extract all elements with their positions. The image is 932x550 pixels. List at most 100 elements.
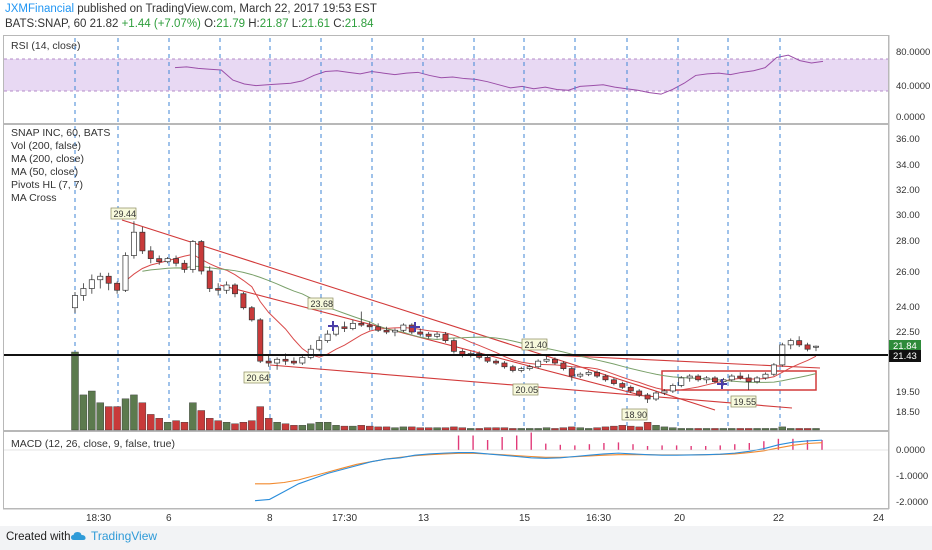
chart-header: JXMFinancial published on TradingView.co…: [5, 2, 377, 32]
volume-bar: [753, 428, 761, 431]
time-label-1630: 16:30: [586, 513, 611, 524]
volume-bar: [458, 427, 467, 431]
volume-bar: [441, 427, 450, 431]
candle-body: [173, 258, 179, 264]
tradingview-link[interactable]: TradingView: [71, 529, 157, 543]
volume-bar: [214, 420, 222, 431]
candle-body: [602, 375, 609, 381]
rsi-line: [174, 54, 824, 95]
legend-ma50: MA (50, close): [11, 166, 78, 178]
time-label-13: 13: [418, 513, 430, 524]
time-label-1730: 17:30: [332, 513, 357, 524]
candle-body: [265, 360, 272, 364]
price-label-32: 32.00: [896, 185, 920, 196]
price-label-34: 34.00: [896, 160, 920, 171]
volume-bar: [500, 427, 509, 431]
legend-pivots: Pivots HL (7, 7): [11, 179, 83, 191]
candle-body: [450, 340, 457, 352]
candle-body: [215, 288, 222, 291]
pivot-label-box: [512, 383, 539, 396]
candle-body: [417, 331, 424, 335]
pivot-label-box: [307, 297, 334, 310]
volume-bar: [416, 427, 424, 431]
trendline: [121, 219, 716, 411]
volume-bar: [812, 428, 820, 431]
created-with-text: Created with: [6, 531, 71, 543]
candle-body: [80, 288, 87, 296]
candle-body: [97, 275, 104, 281]
volume-bar: [728, 428, 736, 431]
volume-bar: [610, 425, 618, 431]
volume-bar: [391, 427, 399, 431]
candle-body: [535, 360, 542, 368]
volume-bar: [307, 423, 315, 431]
volume-bar: [172, 420, 180, 431]
candle-body: [299, 357, 306, 364]
close-value: 21.84: [344, 18, 374, 30]
footer-bar: Created with TradingView: [0, 526, 932, 550]
volume-bar: [770, 428, 778, 431]
candle-body: [392, 329, 398, 333]
legend-ma-cross: MA Cross: [11, 192, 57, 204]
volume-bar: [155, 418, 163, 431]
volume-bar: [121, 398, 130, 431]
author-link[interactable]: JXMFinancial: [5, 3, 75, 15]
candle-body: [493, 360, 499, 364]
open-value: 21.79: [216, 18, 245, 30]
pivot-label: 23.68: [311, 299, 334, 309]
volume-bar: [256, 406, 264, 431]
last-price-tag: [889, 340, 921, 351]
candle-body: [290, 360, 297, 364]
published-text: published on TradingView.com, March 22, …: [77, 3, 377, 15]
candle-body: [610, 379, 617, 384]
candle-body: [164, 258, 171, 263]
volume-bars: [71, 351, 820, 431]
candle-body: [543, 358, 550, 362]
volume-bar: [492, 427, 500, 431]
volume-bar: [526, 428, 534, 431]
candle-body: [147, 250, 154, 259]
price-label-28: 28.00: [896, 236, 920, 247]
volume-bar: [542, 427, 551, 431]
chart-canvas[interactable]: RSI (14, close) 80.0000 40.0000 0.0000 S…: [0, 0, 932, 526]
time-label-22: 22: [773, 513, 785, 524]
volume-bar: [96, 402, 104, 431]
volume-bar: [147, 414, 155, 431]
candle-body: [307, 348, 314, 358]
volume-bar: [408, 426, 416, 431]
candle-body: [341, 326, 348, 329]
candle-body: [728, 375, 735, 381]
open-label: O:: [204, 18, 217, 30]
candle-body: [737, 375, 744, 379]
time-label-15: 15: [519, 513, 531, 524]
candle-body: [316, 340, 323, 350]
candle-body: [720, 379, 727, 383]
macd-signal-line: [255, 442, 823, 485]
candle-body: [189, 241, 196, 270]
volume-bar: [702, 428, 711, 431]
cloud-icon: [71, 532, 86, 540]
macd-scale-minus1: -1.0000: [896, 471, 928, 482]
rsi-scale-40: 40.0000: [896, 81, 930, 92]
volume-bar: [787, 428, 795, 431]
macd-line: [254, 439, 823, 502]
candle-body: [324, 333, 331, 341]
candle-body: [619, 383, 626, 388]
candle-body: [745, 377, 752, 383]
price-label-19-5: 19.50: [896, 387, 920, 398]
candle-body: [552, 358, 558, 364]
candle-body: [686, 375, 693, 379]
candle-body: [594, 371, 601, 377]
low-label: L:: [291, 18, 302, 30]
candle-body: [383, 329, 390, 333]
candle-body: [349, 322, 356, 329]
candle-body: [248, 307, 255, 321]
volume-bar: [736, 428, 744, 431]
volume-bar: [163, 422, 172, 431]
price-label-22-5: 22.50: [896, 327, 920, 338]
volume-bar: [298, 425, 307, 431]
volume-bar: [71, 351, 79, 431]
candle-body: [425, 333, 432, 337]
macd-scale-minus2: -2.0000: [896, 497, 928, 508]
candle-body: [770, 364, 777, 375]
